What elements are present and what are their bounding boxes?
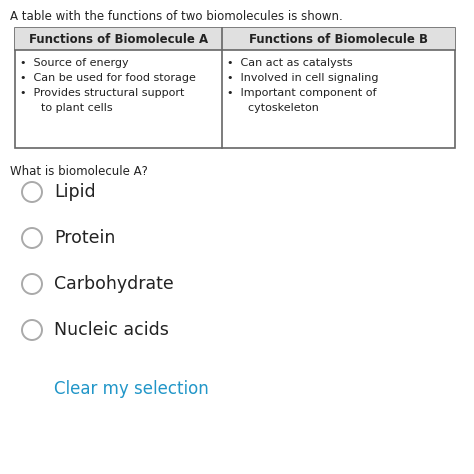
Text: •  Can be used for food storage: • Can be used for food storage [20,73,196,83]
Bar [15,28,455,148]
Text: Carbohydrate: Carbohydrate [54,275,174,293]
Text: •  Important component of: • Important component of [227,88,376,98]
Text: Nucleic acids: Nucleic acids [54,321,169,339]
Text: •  Provides structural support: • Provides structural support [20,88,184,98]
Text: Lipid: Lipid [54,183,96,201]
Text: •  Involved in cell signaling: • Involved in cell signaling [227,73,378,83]
Text: Functions of Biomolecule A: Functions of Biomolecule A [29,33,208,46]
Text: A table with the functions of two biomolecules is shown.: A table with the functions of two biomol… [10,10,343,23]
Circle shape [22,274,42,294]
Bar [222,28,455,50]
Circle shape [22,228,42,248]
Text: Functions of Biomolecule B: Functions of Biomolecule B [249,33,428,46]
Text: •  Source of energy: • Source of energy [20,58,128,68]
Circle shape [22,182,42,202]
Text: Protein: Protein [54,229,115,247]
Text: cytoskeleton: cytoskeleton [227,103,319,113]
Text: •  Can act as catalysts: • Can act as catalysts [227,58,353,68]
Bar [15,28,222,50]
Text: to plant cells: to plant cells [20,103,113,113]
Text: What is biomolecule A?: What is biomolecule A? [10,165,148,178]
Text: Clear my selection: Clear my selection [54,380,209,398]
Circle shape [22,320,42,340]
